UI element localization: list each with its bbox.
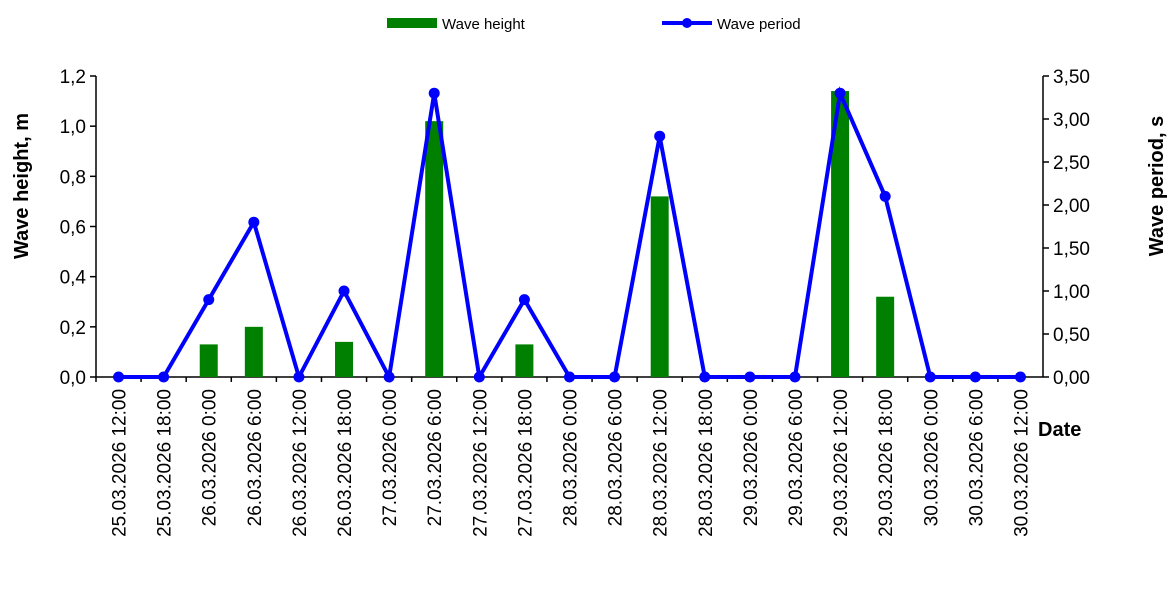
x-tick-label: 28.03.2026 12:00 bbox=[651, 389, 672, 537]
x-tick-label: 25.03.2026 18:00 bbox=[155, 389, 176, 537]
y2-tick-label: 2,50 bbox=[1053, 153, 1090, 174]
wave-period-point bbox=[789, 371, 801, 383]
wave-height-bar bbox=[831, 91, 850, 378]
x-tick-label: 26.03.2026 0:00 bbox=[200, 389, 221, 526]
y2-axis-title: Wave period, s bbox=[1146, 116, 1168, 256]
wave-period-series bbox=[113, 86, 1026, 384]
wave-period-point bbox=[113, 371, 125, 383]
y-tick-label: 0,6 bbox=[60, 218, 86, 239]
wave-period-point bbox=[473, 371, 485, 383]
y2-tick-label: 1,00 bbox=[1053, 282, 1090, 303]
wave-height-bar bbox=[199, 344, 218, 377]
wave-period-point bbox=[564, 371, 575, 383]
x-tick-label: 27.03.2026 6:00 bbox=[425, 389, 446, 526]
wave-period-point bbox=[654, 130, 666, 142]
wave-period-point bbox=[834, 87, 846, 99]
wave-period-point bbox=[338, 285, 350, 297]
wave-height-bar bbox=[515, 344, 534, 377]
legend-label-wave-period: Wave period bbox=[717, 16, 801, 33]
x-tick-label: 26.03.2026 12:00 bbox=[290, 389, 311, 537]
legend: Wave height Wave period bbox=[387, 16, 801, 33]
wave-period-point bbox=[383, 371, 395, 383]
y-tick-label: 0,2 bbox=[60, 318, 86, 339]
wave-period-point bbox=[1014, 371, 1026, 383]
y2-tick-label: 2,00 bbox=[1053, 196, 1090, 217]
x-tick-label: 28.03.2026 0:00 bbox=[561, 389, 582, 526]
y-axis-ticks: 0,0 0,2 0,4 0,6 0,8 1,0 1,2 bbox=[60, 67, 96, 389]
legend-label-wave-height: Wave height bbox=[442, 16, 526, 33]
wave-period-point bbox=[969, 371, 981, 383]
y2-tick-label: 0,00 bbox=[1053, 368, 1090, 389]
wave-period-point bbox=[293, 371, 305, 383]
y2-axis-ticks: 0,00 0,50 1,00 1,50 2,00 2,50 3,00 3,50 bbox=[1043, 67, 1090, 389]
x-tick-label: 27.03.2026 18:00 bbox=[515, 389, 536, 537]
x-tick-label: 29.03.2026 18:00 bbox=[876, 389, 897, 537]
wave-period-point bbox=[203, 294, 215, 306]
legend-swatch-wave-height bbox=[387, 18, 437, 28]
wave-height-bar bbox=[244, 326, 263, 377]
y-tick-label: 0,0 bbox=[60, 368, 86, 389]
wave-period-point bbox=[879, 190, 891, 202]
wave-period-point bbox=[609, 371, 621, 383]
x-tick-label: 29.03.2026 6:00 bbox=[786, 389, 807, 526]
x-tick-label: 27.03.2026 0:00 bbox=[380, 389, 401, 526]
wave-period-point bbox=[158, 371, 170, 383]
wave-period-point bbox=[248, 216, 260, 228]
y-tick-label: 1,0 bbox=[60, 117, 86, 138]
y-tick-label: 0,8 bbox=[60, 167, 86, 188]
x-tick-label: 29.03.2026 0:00 bbox=[741, 389, 762, 526]
x-tick-label: 28.03.2026 6:00 bbox=[606, 389, 627, 526]
x-tick-label: 30.03.2026 12:00 bbox=[1011, 389, 1032, 537]
x-tick-label: 25.03.2026 12:00 bbox=[110, 389, 131, 537]
y2-tick-label: 1,50 bbox=[1053, 239, 1090, 260]
wave-height-bar bbox=[876, 296, 895, 377]
wave-height-bars bbox=[199, 91, 895, 378]
wave-period-point bbox=[699, 371, 711, 383]
x-tick-label: 30.03.2026 6:00 bbox=[966, 389, 987, 526]
y-axis-title: Wave height, m bbox=[11, 113, 33, 259]
wave-height-bar bbox=[425, 121, 444, 378]
wave-height-bar bbox=[650, 196, 669, 377]
y2-tick-label: 0,50 bbox=[1053, 325, 1090, 346]
wave-period-point bbox=[744, 371, 756, 383]
y2-tick-label: 3,50 bbox=[1053, 67, 1090, 88]
wave-period-point bbox=[518, 294, 530, 306]
y2-tick-label: 3,00 bbox=[1053, 110, 1090, 131]
x-tick-label: 27.03.2026 12:00 bbox=[470, 389, 491, 537]
wave-period-point bbox=[924, 371, 936, 383]
wave-height-bar bbox=[335, 341, 354, 377]
wave-period-point bbox=[428, 87, 440, 99]
x-tick-label: 26.03.2026 18:00 bbox=[335, 389, 356, 537]
y-tick-label: 0,4 bbox=[60, 268, 87, 289]
legend-marker-wave-period bbox=[682, 18, 692, 28]
x-tick-label: 29.03.2026 12:00 bbox=[831, 389, 852, 537]
x-tick-label: 26.03.2026 6:00 bbox=[245, 389, 266, 526]
y-tick-label: 1,2 bbox=[60, 67, 86, 88]
x-axis-title: Date bbox=[1038, 419, 1081, 441]
x-axis-ticks: 25.03.2026 12:00 25.03.2026 18:00 26.03.20… bbox=[95, 377, 1032, 537]
x-tick-label: 28.03.2026 18:00 bbox=[696, 389, 717, 537]
x-tick-label: 30.03.2026 0:00 bbox=[921, 389, 942, 526]
